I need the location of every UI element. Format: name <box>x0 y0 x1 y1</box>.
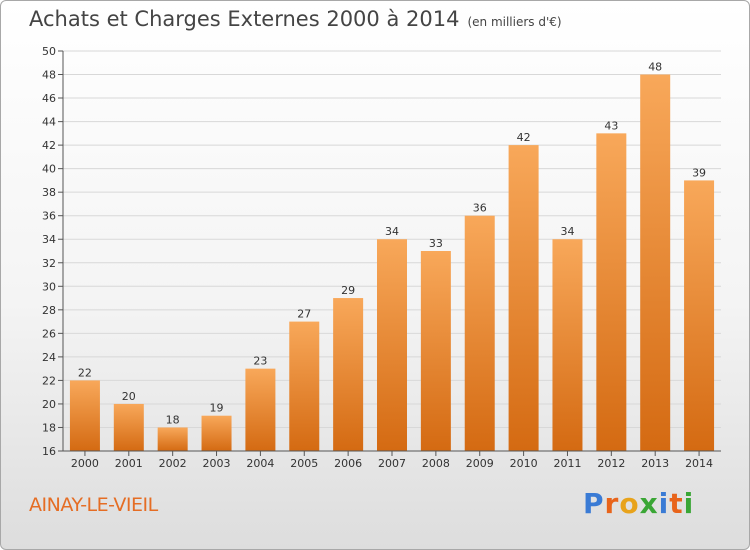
data-label-2012: 43 <box>604 119 618 132</box>
x-tick-label-2001: 2001 <box>115 457 143 470</box>
data-label-2004: 23 <box>253 355 267 368</box>
bars: 22 20 18 19 23 27 29 34 33 36 42 34 43 48 39 <box>69 61 715 452</box>
y-tick-label: 44 <box>42 116 56 129</box>
y-tick-label: 38 <box>42 186 56 199</box>
chart-title-text: Achats et Charges Externes 2000 à 2014 <box>29 7 460 31</box>
y-tick-label: 40 <box>42 163 56 176</box>
commune-name: AINAY-LE-VIEIL <box>29 494 158 516</box>
x-tick-label-2008: 2008 <box>422 457 450 470</box>
bar-2003 <box>201 415 232 451</box>
x-tick-label-2010: 2010 <box>510 457 538 470</box>
x-tick-label-2011: 2011 <box>553 457 581 470</box>
logo-letter: r <box>604 487 620 520</box>
y-tick-label: 20 <box>42 398 56 411</box>
x-tick-label-2013: 2013 <box>641 457 669 470</box>
logo-letter: i <box>683 487 695 520</box>
x-tick-label-2012: 2012 <box>597 457 625 470</box>
bar-2005 <box>289 321 320 451</box>
bar-2007 <box>377 239 407 451</box>
data-label-2008: 33 <box>429 237 443 250</box>
data-label-2014: 39 <box>692 166 706 179</box>
data-label-2006: 29 <box>341 284 355 297</box>
y-tick-label: 32 <box>42 257 56 270</box>
data-label-2001: 20 <box>122 390 136 403</box>
y-tick-label: 50 <box>42 45 56 58</box>
bar-2010 <box>508 145 539 451</box>
data-label-2009: 36 <box>473 202 487 215</box>
logo-letter: o <box>619 487 640 520</box>
y-tick-label: 36 <box>42 210 56 223</box>
bar-2001 <box>113 403 144 451</box>
bar-2013 <box>640 74 671 451</box>
x-tick-label-2005: 2005 <box>290 457 318 470</box>
y-tick-label: 46 <box>42 92 56 105</box>
y-tick-label: 26 <box>42 327 56 340</box>
logo-letter: t <box>669 487 684 520</box>
x-tick-label-2014: 2014 <box>685 457 713 470</box>
y-tick-label: 18 <box>42 421 56 434</box>
bar-2014 <box>684 180 715 452</box>
x-tick-label-2003: 2003 <box>203 457 231 470</box>
x-tick-label-2009: 2009 <box>466 457 494 470</box>
logo-letter: x <box>639 487 659 520</box>
bar-2011 <box>552 239 583 451</box>
data-label-2005: 27 <box>297 308 311 321</box>
data-label-2007: 34 <box>385 225 399 238</box>
y-tick-label: 30 <box>42 280 56 293</box>
data-label-2000: 22 <box>78 366 92 379</box>
x-tick-label-2007: 2007 <box>378 457 406 470</box>
x-tick-label-2000: 2000 <box>71 457 99 470</box>
x-tick-label-2002: 2002 <box>159 457 187 470</box>
y-tick-label: 48 <box>42 69 56 82</box>
y-tick-label: 16 <box>42 445 56 458</box>
logo-letter: P <box>583 487 605 520</box>
axes: 16 18 20 22 24 26 28 30 32 34 36 38 40 42 44 46 48 50 2000… <box>42 45 721 470</box>
y-tick-label: 24 <box>42 351 56 364</box>
bar-2004 <box>245 368 276 451</box>
x-tick-label-2004: 2004 <box>246 457 274 470</box>
data-label-2003: 19 <box>210 402 224 415</box>
y-tick-label: 34 <box>42 233 56 246</box>
data-label-2011: 34 <box>560 225 574 238</box>
bar-2000 <box>69 380 100 451</box>
data-label-2013: 48 <box>648 61 662 74</box>
x-tick-label-2006: 2006 <box>334 457 362 470</box>
logo-letter: i <box>658 487 670 520</box>
chart-unit: (en milliers d'€) <box>467 15 562 29</box>
bar-2009 <box>464 215 495 451</box>
chart-title: Achats et Charges Externes 2000 à 2014 (e… <box>29 7 562 31</box>
y-tick-label: 22 <box>42 374 56 387</box>
y-tick-label: 42 <box>42 139 56 152</box>
data-label-2002: 18 <box>166 413 180 426</box>
y-tick-label: 28 <box>42 304 56 317</box>
bar-2012 <box>596 133 627 451</box>
bar-2006 <box>333 298 364 451</box>
bar-2008 <box>420 251 451 451</box>
proxiti-logo[interactable]: Proxiti <box>583 487 694 520</box>
data-label-2010: 42 <box>517 131 531 144</box>
bar-2002 <box>157 427 188 451</box>
